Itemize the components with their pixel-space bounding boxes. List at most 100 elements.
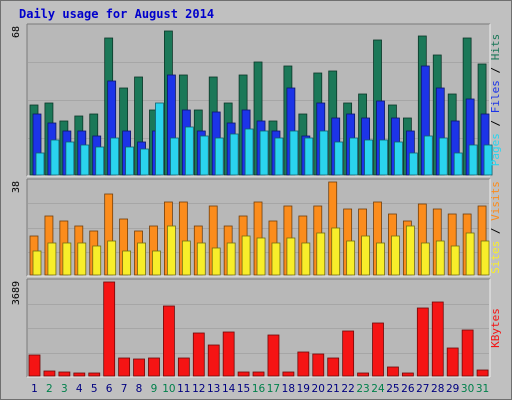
bar-pages-day-6: [110, 137, 120, 176]
legend-kbytes: KBytes: [489, 308, 502, 348]
bar-sites-day-14: [226, 242, 236, 276]
bar-sites-day-19: [301, 242, 311, 276]
x-tick-label-day-24: 24: [371, 383, 385, 395]
bar-kbytes-day-20: [312, 353, 325, 377]
bar-pages-day-20: [319, 130, 329, 176]
bar-kbytes-day-29: [446, 347, 459, 377]
bar-kbytes-day-1: [28, 354, 41, 377]
bar-sites-day-21: [331, 227, 341, 276]
bar-sites-day-22: [346, 240, 356, 276]
bar-sites-day-1: [32, 250, 42, 276]
bar-sites-day-16: [256, 237, 266, 276]
bar-kbytes-day-25: [387, 366, 399, 377]
bar-pages-day-31: [483, 144, 493, 176]
bar-kbytes-day-10: [163, 305, 175, 377]
bar-sites-day-5: [92, 245, 102, 276]
bar-pages-day-19: [304, 137, 314, 176]
bar-sites-day-26: [405, 225, 415, 276]
bar-sites-day-17: [271, 242, 281, 276]
bar-kbytes-day-22: [342, 330, 355, 377]
bar-pages-day-2: [50, 139, 60, 176]
bar-sites-day-7: [122, 250, 132, 276]
bar-sites-day-31: [480, 240, 490, 276]
bar-pages-day-11: [184, 126, 194, 176]
legend-visits: Visits: [489, 181, 502, 221]
bar-pages-day-23: [364, 139, 373, 176]
bar-kbytes-day-2: [43, 370, 56, 377]
x-tick-label-day-8: 8: [136, 383, 143, 395]
x-tick-label-day-25: 25: [386, 383, 399, 395]
panel-3-legend: KBytes: [489, 308, 502, 348]
bar-pages-day-24: [379, 139, 388, 176]
x-tick-label-day-28: 28: [431, 383, 444, 395]
x-tick-label-day-23: 23: [356, 383, 369, 395]
x-tick-label-day-1: 1: [31, 383, 38, 395]
bar-kbytes-day-15: [237, 371, 250, 377]
bar-pages-day-29: [453, 152, 463, 176]
x-tick-label-day-10: 10: [162, 383, 175, 395]
bar-kbytes-day-23: [357, 372, 369, 377]
bar-pages-day-30: [468, 144, 478, 176]
bar-sites-day-11: [181, 240, 191, 276]
x-tick-label-day-13: 13: [207, 383, 220, 395]
bar-pages-day-12: [199, 135, 209, 176]
x-tick-label-day-12: 12: [192, 383, 205, 395]
legend-separator: /: [489, 221, 502, 241]
panel-1-max-label: 68: [11, 26, 22, 38]
bar-pages-day-16: [259, 130, 269, 176]
bar-pages-day-9: [155, 102, 164, 176]
bar-sites-day-3: [62, 242, 72, 276]
bar-sites-day-25: [391, 235, 400, 276]
x-tick-label-day-7: 7: [121, 383, 128, 395]
bar-pages-day-5: [95, 146, 105, 176]
bar-pages-day-25: [394, 141, 403, 176]
bar-sites-day-18: [286, 237, 296, 276]
x-tick-label-day-26: 26: [401, 383, 415, 395]
legend-hits: Hits: [489, 34, 502, 61]
bar-pages-day-21: [334, 141, 344, 176]
bar-kbytes-day-19: [297, 351, 310, 377]
bar-kbytes-day-4: [73, 372, 86, 377]
x-tick-label-day-20: 20: [312, 383, 325, 395]
bar-pages-day-26: [408, 152, 418, 176]
bar-kbytes-day-27: [416, 307, 429, 377]
bar-pages-day-1: [35, 152, 45, 176]
bar-kbytes-day-12: [192, 332, 205, 377]
bar-pages-day-3: [65, 141, 75, 176]
bar-pages-day-15: [244, 128, 254, 176]
bar-sites-day-15: [241, 235, 251, 276]
bar-sites-day-20: [316, 232, 326, 276]
bar-sites-day-30: [465, 232, 475, 276]
bar-pages-day-17: [274, 137, 284, 176]
bar-sites-day-23: [361, 235, 370, 276]
bar-sites-day-27: [420, 242, 430, 276]
legend-separator: /: [489, 113, 502, 133]
bar-pages-day-14: [229, 133, 239, 176]
x-tick-label-day-15: 15: [237, 383, 250, 395]
x-tick-label-day-31: 31: [476, 383, 489, 395]
x-tick-label-day-29: 29: [446, 383, 459, 395]
bar-kbytes-day-16: [252, 371, 265, 377]
panel-3-max-label: 3689: [11, 281, 22, 305]
x-tick-label-day-30: 30: [461, 383, 474, 395]
bar-kbytes-day-6: [103, 281, 116, 377]
bar-sites-day-8: [137, 242, 146, 276]
bar-sites-day-28: [435, 240, 445, 276]
bar-pages-day-7: [125, 146, 135, 176]
chart-title: Daily usage for August 2014: [19, 7, 215, 21]
bar-kbytes-day-5: [88, 372, 101, 377]
legend-sites: Sites: [489, 241, 502, 274]
x-tick-label-day-27: 27: [416, 383, 429, 395]
x-tick-label-day-14: 14: [222, 383, 236, 395]
x-tick-label-day-4: 4: [76, 383, 83, 395]
bar-kbytes-day-30: [461, 329, 474, 377]
bar-kbytes-day-17: [267, 334, 280, 377]
bar-pages-day-18: [289, 130, 299, 176]
x-tick-label-day-2: 2: [46, 383, 53, 395]
x-tick-label-day-6: 6: [106, 383, 113, 395]
legend-pages: Pages: [489, 133, 502, 166]
bar-kbytes-day-24: [372, 322, 384, 377]
bar-sites-day-24: [376, 242, 385, 276]
x-tick-label-day-21: 21: [326, 383, 339, 395]
